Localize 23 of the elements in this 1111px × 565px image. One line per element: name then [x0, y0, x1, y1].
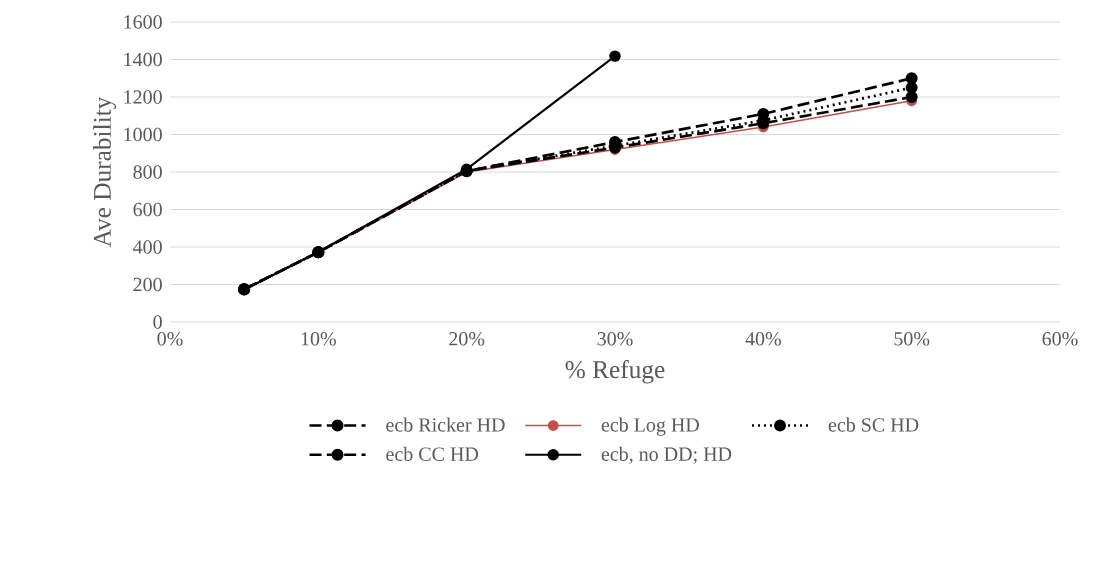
y-tick-label: 1600 [124, 15, 162, 29]
y-tick-label: 1200 [124, 90, 162, 104]
y-tick-label: 1000 [124, 127, 162, 142]
x-tick-label: 0% [157, 332, 183, 346]
x-tick-label: 50% [894, 332, 930, 346]
x-tick-label: 30% [597, 332, 633, 346]
legend-label: ecb, no DD; HD [601, 446, 732, 464]
y-tick-label: 600 [133, 202, 162, 217]
x-tick-label: 40% [745, 332, 781, 346]
legend-label: ecb Ricker HD [386, 417, 505, 432]
x-tick-label: 60% [1042, 332, 1078, 346]
y-tick-label: 400 [133, 240, 162, 254]
x-axis-title: % Refuge [565, 360, 665, 384]
y-tick-label: 200 [133, 277, 162, 292]
x-tick-label: 10% [301, 332, 336, 346]
x-tick-label: 20% [449, 332, 485, 346]
legend-label: ecb SC HD [828, 417, 919, 432]
y-tick-label: 1400 [124, 52, 162, 67]
legend-label: ecb CC HD [386, 446, 479, 461]
y-tick-label: 0 [153, 315, 162, 329]
y-axis-title: Ave Durability [93, 96, 117, 248]
legend-label: ecb Log HD [601, 417, 699, 436]
y-tick-label: 800 [133, 165, 162, 179]
